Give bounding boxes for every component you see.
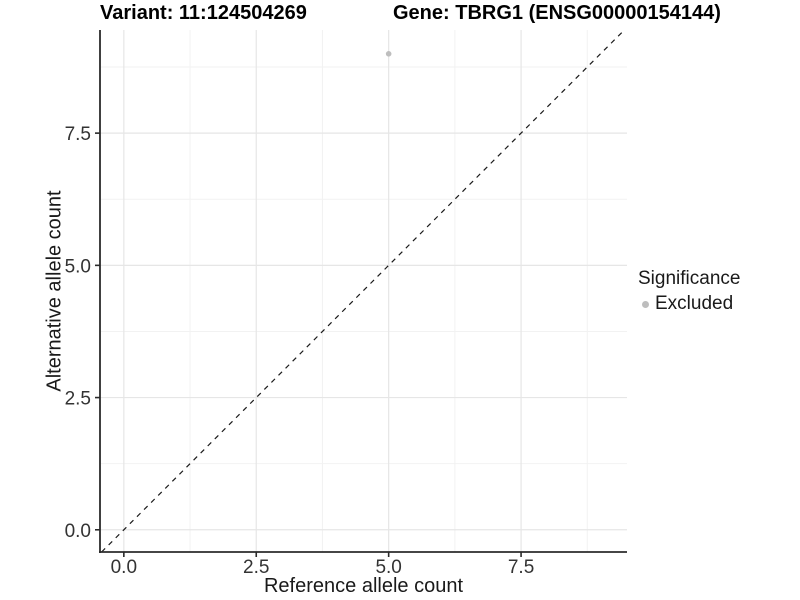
- legend-item-label: Excluded: [655, 293, 734, 314]
- legend-item-excluded: Excluded: [637, 293, 740, 315]
- identity-reference-line: [101, 29, 625, 553]
- plot-title-variant: Variant: 11:124504269: [100, 2, 307, 24]
- legend-point-icon: [642, 300, 649, 308]
- legend-title: Significance: [638, 268, 741, 289]
- y-tick-label: 7.5: [65, 124, 91, 145]
- y-tick-label: 5.0: [65, 256, 91, 277]
- x-tick-label: 0.0: [111, 557, 137, 578]
- plot-title-gene: Gene: TBRG1 (ENSG00000154144): [393, 2, 721, 24]
- data-point: [385, 50, 392, 57]
- y-tick-label: 0.0: [65, 521, 91, 542]
- x-axis-title: Reference allele count: [263, 575, 463, 597]
- legend: Significance Excluded: [637, 268, 740, 315]
- x-tick-label: 2.5: [243, 557, 269, 578]
- y-tick-label: 2.5: [65, 389, 91, 410]
- x-tick-label: 5.0: [375, 557, 401, 578]
- y-axis-title: Alternative allele count: [43, 190, 66, 392]
- x-tick-label: 7.5: [508, 557, 534, 578]
